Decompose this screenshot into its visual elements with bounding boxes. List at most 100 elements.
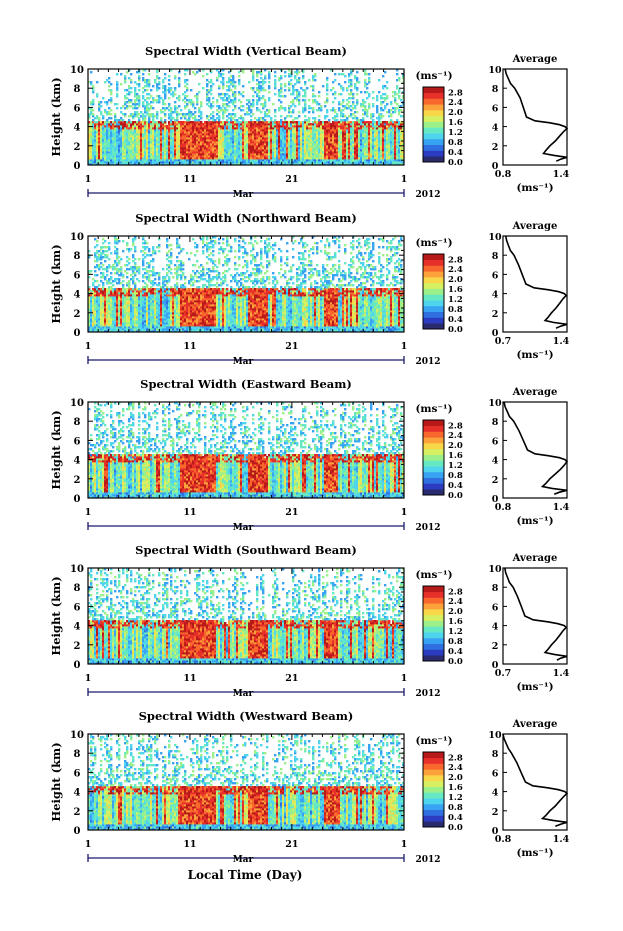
y-tick-label: 6 <box>74 436 81 447</box>
colorbar-swatch <box>423 757 444 764</box>
colorbar-tick-label: 0.4 <box>448 647 463 657</box>
panel-3: Spectral Width (Eastward Beam)0246810Hei… <box>49 377 570 533</box>
colorbar-swatch <box>423 288 444 295</box>
colorbar-tick-label: 0.8 <box>448 471 463 481</box>
panel-title: Spectral Width (Eastward Beam) <box>140 377 352 391</box>
colorbar-tick-label: 0.0 <box>448 823 463 833</box>
x-axis-title: Local Time (Day) <box>188 868 303 882</box>
profile-y-tick-label: 6 <box>492 270 499 281</box>
profile-frame <box>502 733 568 831</box>
x-tick-label: 11 <box>183 507 196 518</box>
colorbar-swatch <box>423 637 444 644</box>
colorbar-frame <box>422 419 445 496</box>
colorbar-swatch <box>423 471 444 478</box>
profile-x-tick-label: 0.8 <box>495 502 512 513</box>
profile-title: Average <box>512 54 558 65</box>
colorbar-tick-label: 1.2 <box>448 295 463 305</box>
y-tick-label: 4 <box>74 622 81 633</box>
year-label: 2012 <box>415 190 440 200</box>
profile-frame <box>502 567 568 665</box>
y-axis-label: Height (km) <box>49 244 63 323</box>
profile-y-tick-label: 0 <box>492 660 499 671</box>
y-tick-label: 8 <box>74 417 81 428</box>
colorbar-tick-label: 2.0 <box>448 275 463 285</box>
colorbar-swatch <box>423 821 444 828</box>
colorbar-swatch <box>423 110 444 117</box>
profile-frame <box>502 235 568 333</box>
profile-x-tick-label: 1.4 <box>553 502 570 513</box>
colorbar-frame <box>422 585 445 662</box>
profile-y-tick-label: 8 <box>492 84 499 95</box>
colorbar <box>422 585 445 662</box>
profile-x-tick-label: 0.8 <box>495 834 512 845</box>
colorbar-swatch <box>423 632 444 639</box>
colorbar-swatch <box>423 609 444 616</box>
profile-y-tick-label: 2 <box>492 641 499 652</box>
colorbar-tick-label: 2.0 <box>448 441 463 451</box>
profile-y-tick-label: 2 <box>492 807 499 818</box>
y-tick-label: 0 <box>74 161 81 172</box>
profile-line <box>504 567 568 661</box>
colorbar-unit: (ms⁻¹) <box>415 403 452 415</box>
colorbar-swatch <box>423 104 444 111</box>
profile-x-tick-label: 1.4 <box>553 668 570 679</box>
colorbar-swatch <box>423 115 444 122</box>
profile-y-tick-label: 4 <box>492 290 499 301</box>
profile-x-tick-label: 1.4 <box>553 834 570 845</box>
profile-y-tick-label: 0 <box>492 328 499 339</box>
month-label: Mar <box>233 190 254 200</box>
y-tick-label: 4 <box>74 456 81 467</box>
colorbar-swatch <box>423 614 444 621</box>
profile-y-tick-label: 8 <box>492 417 499 428</box>
profile-line <box>504 235 568 329</box>
profile-frame <box>502 68 568 166</box>
y-tick-label: 8 <box>74 251 81 262</box>
profile-title: Average <box>512 719 558 730</box>
heatmap-cells <box>88 402 404 498</box>
colorbar-tick-label: 0.8 <box>448 637 463 647</box>
colorbar <box>422 86 445 163</box>
profile-title: Average <box>512 221 558 232</box>
profile-x-tick-label: 0.7 <box>495 336 512 347</box>
colorbar-swatch <box>423 460 444 467</box>
colorbar-tick-label: 0.4 <box>448 315 463 325</box>
profile-x-label: (ms⁻¹) <box>516 182 553 194</box>
plot-frame <box>87 235 405 333</box>
colorbar-swatch <box>423 294 444 301</box>
profile-y-tick-label: 2 <box>492 142 499 153</box>
y-tick-label: 0 <box>74 660 81 671</box>
colorbar-tick-label: 2.8 <box>448 255 463 265</box>
profile-title: Average <box>512 553 558 564</box>
colorbar-swatch <box>423 254 444 261</box>
colorbar-tick-label: 1.2 <box>448 128 463 138</box>
profile-x-label: (ms⁻¹) <box>516 847 553 859</box>
profile-x-tick-label: 1.4 <box>553 169 570 180</box>
x-tick-label: 1 <box>401 174 408 185</box>
colorbar-swatch <box>423 792 444 799</box>
x-tick-label: 21 <box>285 839 298 850</box>
profile-y-tick-label: 10 <box>488 564 502 575</box>
colorbar-swatch <box>423 271 444 278</box>
colorbar-unit: (ms⁻¹) <box>415 70 452 82</box>
profile-y-tick-label: 0 <box>492 494 499 505</box>
profile-x-tick-label: 0.7 <box>495 668 512 679</box>
colorbar-unit: (ms⁻¹) <box>415 735 452 747</box>
x-tick-label: 11 <box>183 839 196 850</box>
y-tick-label: 10 <box>70 65 84 76</box>
profile-x-label: (ms⁻¹) <box>516 349 553 361</box>
colorbar-tick-label: 2.0 <box>448 607 463 617</box>
colorbar-tick-label: 2.8 <box>448 587 463 597</box>
y-tick-label: 10 <box>70 564 84 575</box>
month-label: Mar <box>233 689 254 699</box>
panel-5: Spectral Width (Westward Beam)0246810Hei… <box>49 709 570 865</box>
colorbar-frame <box>422 253 445 330</box>
colorbar-swatch <box>423 127 444 134</box>
y-tick-label: 10 <box>70 730 84 741</box>
colorbar-tick-label: 0.4 <box>448 813 463 823</box>
panel-2: Spectral Width (Northward Beam)0246810He… <box>49 211 570 367</box>
average-profile: Average 0 2 4 6 8 10 0.7 1.4(ms⁻¹) <box>488 553 569 693</box>
colorbar-swatch <box>423 586 444 593</box>
colorbar-swatch <box>423 643 444 650</box>
colorbar-swatch <box>423 597 444 604</box>
colorbar-swatch <box>423 477 444 484</box>
